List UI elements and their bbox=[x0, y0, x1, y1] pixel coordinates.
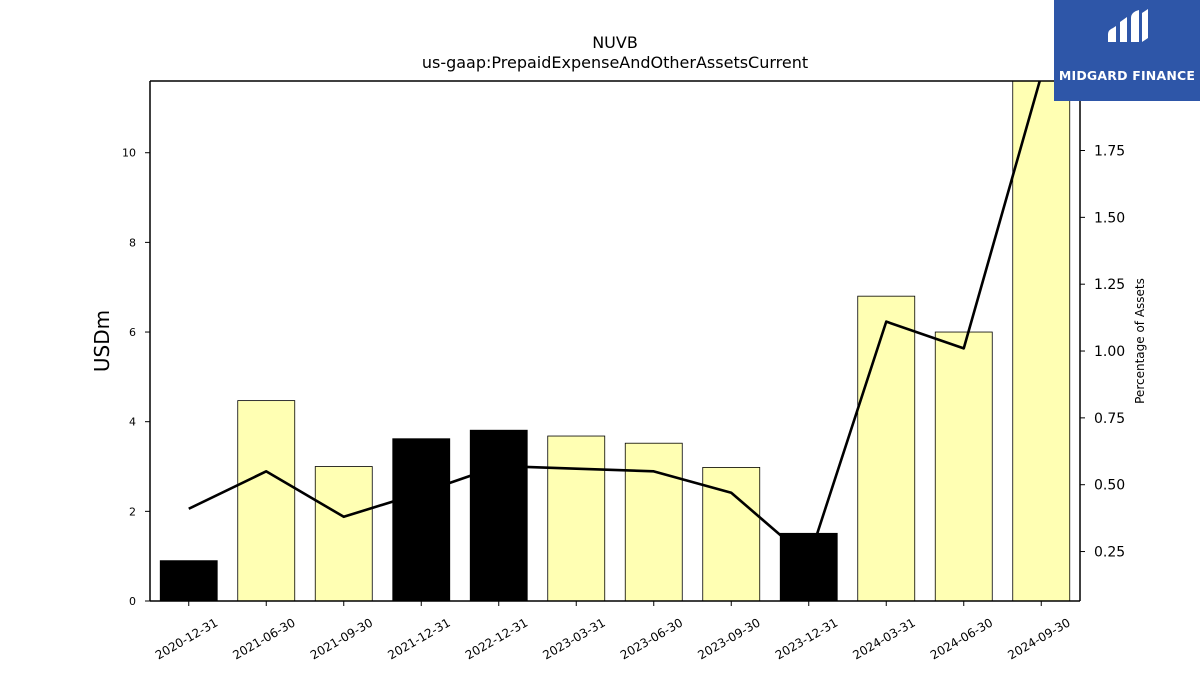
bars-layer bbox=[159, 81, 1071, 601]
y-tick-label: 8 bbox=[129, 236, 136, 249]
x-tick-label: 2024-06-30 bbox=[928, 615, 995, 662]
y-tick-label: 10 bbox=[122, 147, 136, 160]
x-tick-label: 2023-06-30 bbox=[618, 615, 685, 662]
y2-tick-label: 0.25 bbox=[1094, 545, 1125, 561]
y2-tick-label: 1.75 bbox=[1094, 144, 1125, 160]
bar bbox=[702, 467, 761, 601]
x-tick-label: 2023-12-31 bbox=[773, 615, 840, 662]
series-line bbox=[188, 81, 1042, 561]
bar bbox=[392, 438, 451, 601]
x-tick-label: 2023-09-30 bbox=[695, 615, 762, 662]
y2-tick-label: 1.25 bbox=[1094, 277, 1125, 293]
bar bbox=[934, 331, 993, 601]
y-axis-label: USDm bbox=[90, 310, 114, 372]
y2-tick-label: 0.75 bbox=[1094, 411, 1125, 427]
chart-subtitle: us-gaap:PrepaidExpenseAndOtherAssetsCurr… bbox=[422, 53, 808, 72]
bar bbox=[857, 295, 916, 601]
bar bbox=[624, 442, 683, 601]
midgard-logo-icon bbox=[1108, 9, 1148, 42]
y2-axis-label: Percentage of Assets bbox=[1133, 278, 1147, 404]
y-tick-label: 2 bbox=[129, 505, 136, 518]
x-tick-label: 2023-03-31 bbox=[540, 615, 607, 662]
x-tick-label: 2022-12-31 bbox=[463, 615, 530, 662]
y-tick-label: 6 bbox=[129, 326, 136, 339]
chart-title: NUVB bbox=[592, 33, 638, 52]
y-tick-label: 4 bbox=[129, 416, 136, 429]
y2-tick-label: 1.50 bbox=[1094, 210, 1125, 226]
bar bbox=[314, 466, 373, 601]
logo-text: MIDGARD FINANCE bbox=[1058, 68, 1196, 83]
x-tick-label: 2021-09-30 bbox=[308, 615, 375, 662]
y2-tick-label: 1.00 bbox=[1094, 344, 1125, 360]
y-tick-label: 0 bbox=[129, 595, 136, 608]
bar bbox=[469, 429, 528, 601]
midgard-finance-logo: MIDGARD FINANCE bbox=[1054, 0, 1200, 101]
y2-tick-label: 0.50 bbox=[1094, 478, 1125, 494]
x-tick-label: 2024-09-30 bbox=[1005, 615, 1072, 662]
bar bbox=[547, 435, 606, 601]
x-tick-label: 2020-12-31 bbox=[153, 615, 220, 662]
bar bbox=[1012, 81, 1071, 601]
bar bbox=[159, 560, 218, 601]
x-tick-label: 2024-03-31 bbox=[850, 615, 917, 662]
x-tick-label: 2021-06-30 bbox=[230, 615, 297, 662]
bar bbox=[237, 400, 296, 601]
x-tick-label: 2021-12-31 bbox=[385, 615, 452, 662]
line-layer bbox=[188, 81, 1042, 561]
